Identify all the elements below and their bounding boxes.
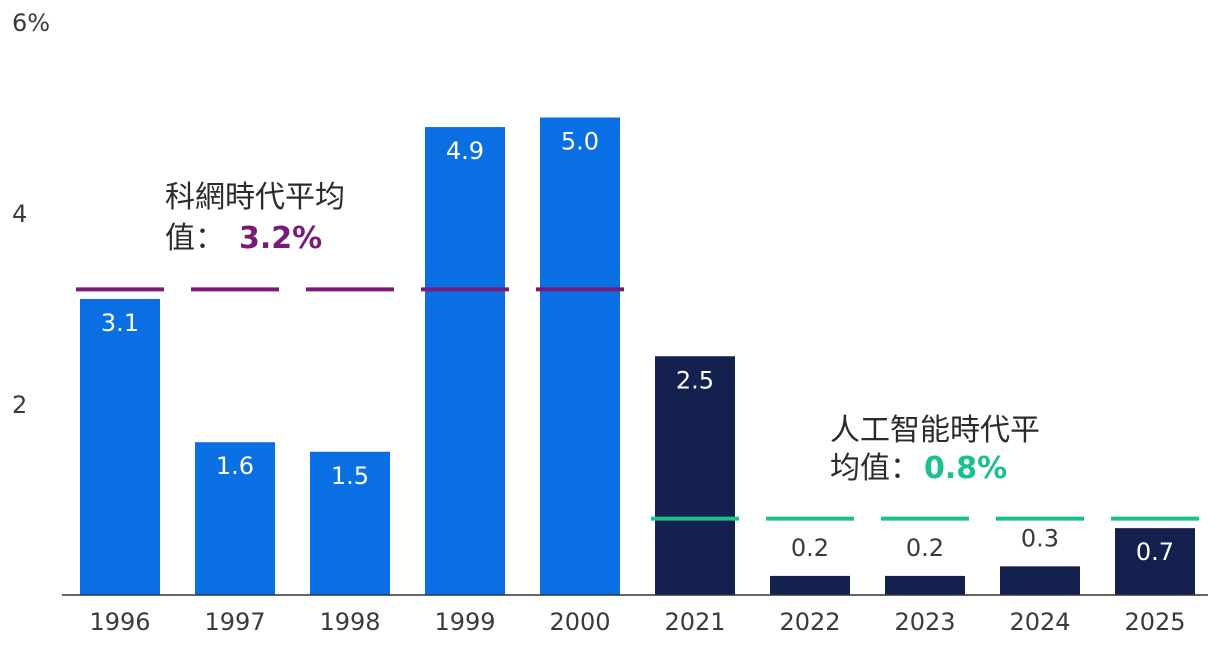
value-label-1998: 1.5 <box>331 462 369 490</box>
value-label-2021: 2.5 <box>676 366 714 394</box>
average-lines-layer <box>76 287 1199 521</box>
value-label-2022: 0.2 <box>791 534 829 562</box>
era1-label-prefix: 值： <box>165 221 225 256</box>
y-tick-labels-layer: 2 4 6% <box>12 9 50 419</box>
value-label-1996: 3.1 <box>101 309 139 337</box>
era2-average-value: 0.8% <box>924 451 1007 486</box>
y-tick-label-4: 4 <box>12 200 27 228</box>
bar-1997 <box>195 442 275 595</box>
era1-label-line2: 值： 3.2% <box>165 221 322 256</box>
era2-label-prefix: 均值： <box>830 451 920 486</box>
value-label-2025: 0.7 <box>1136 538 1174 566</box>
era1-average-value: 3.2% <box>239 221 322 256</box>
era2-label-line1: 人工智能時代平 <box>830 413 1040 448</box>
x-tick-label-2023: 2023 <box>894 608 955 636</box>
bar-1996 <box>80 298 160 595</box>
x-tick-label-2022: 2022 <box>779 608 840 636</box>
bar-2024 <box>1000 566 1080 595</box>
bars-layer <box>80 117 1195 596</box>
value-label-1999: 4.9 <box>446 137 484 165</box>
value-label-2023: 0.2 <box>906 534 944 562</box>
bar-2021 <box>655 356 735 595</box>
x-tick-label-1998: 1998 <box>319 608 380 636</box>
x-tick-label-1999: 1999 <box>434 608 495 636</box>
y-tick-label-2: 2 <box>12 391 27 419</box>
value-label-1997: 1.6 <box>216 452 254 480</box>
value-label-2024: 0.3 <box>1021 524 1059 552</box>
y-tick-label-6: 6% <box>12 9 50 37</box>
era1-label-line1: 科網時代平均 <box>165 180 345 215</box>
x-tick-label-1996: 1996 <box>89 608 150 636</box>
x-tick-label-1997: 1997 <box>204 608 265 636</box>
value-labels-layer: 3.1 1.6 1.5 4.9 5.0 2.5 0.2 0.2 0.3 0.7 <box>101 128 1174 567</box>
bar-2023 <box>885 575 965 595</box>
x-tick-label-2024: 2024 <box>1009 608 1070 636</box>
x-tick-label-2021: 2021 <box>664 608 725 636</box>
x-tick-labels-layer: 1996 1997 1998 1999 2000 2021 2022 2023 2024 2025 <box>89 608 1185 636</box>
bar-2022 <box>770 575 850 595</box>
bar-2025 <box>1115 528 1195 595</box>
bar-2000 <box>540 117 620 595</box>
era1-annotation: 科網時代平均 值： 3.2% <box>165 180 345 256</box>
value-label-2000: 5.0 <box>561 128 599 156</box>
era2-annotation: 人工智能時代平 均值： 0.8% <box>830 413 1040 486</box>
bar-1999 <box>425 127 505 596</box>
x-tick-label-2000: 2000 <box>549 608 610 636</box>
era2-label-line2: 均值： 0.8% <box>830 451 1007 486</box>
bar-1998 <box>310 451 390 595</box>
x-tick-label-2025: 2025 <box>1124 608 1185 636</box>
